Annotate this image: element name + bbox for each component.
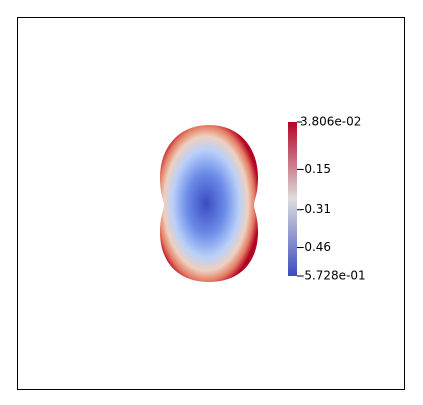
- colorbar-tick-label: -0.15: [300, 162, 331, 176]
- colorbar-tick-label: -0.46: [300, 240, 331, 254]
- field-surface: [160, 125, 258, 282]
- colorbar: [288, 122, 297, 276]
- colorbar-tick-label: 3.806e-02: [300, 115, 361, 129]
- colorbar-tick-label: -0.31: [300, 202, 331, 216]
- colorbar-tick-label: -5.728e-01: [300, 269, 366, 283]
